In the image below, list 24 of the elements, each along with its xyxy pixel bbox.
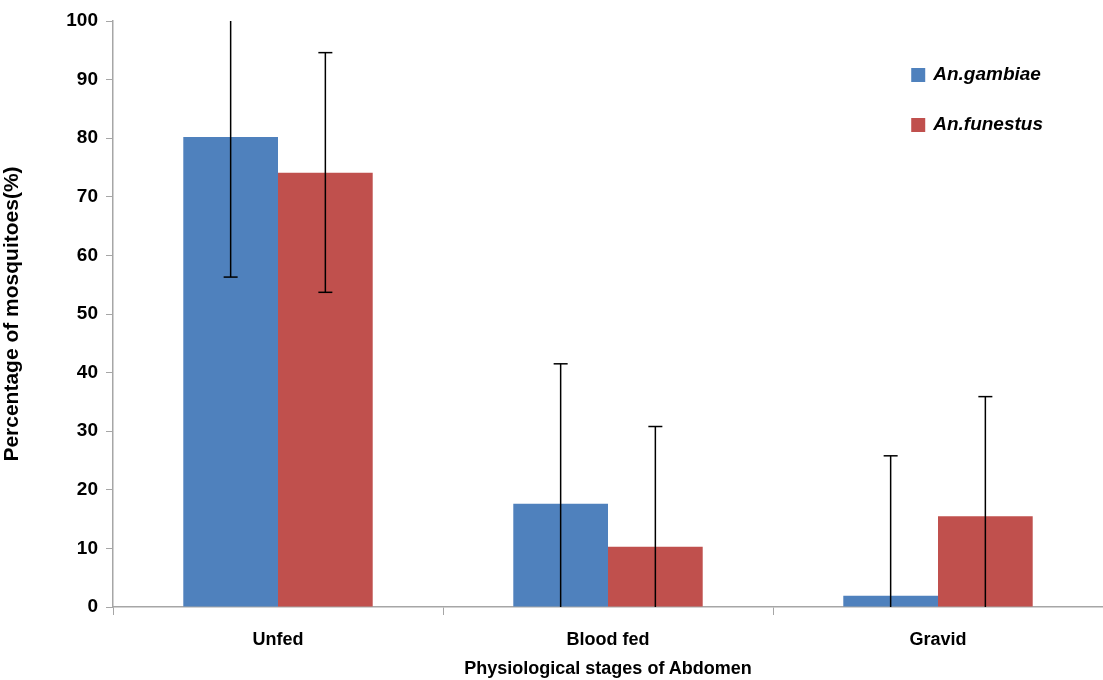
x-tick-label: Blood fed xyxy=(566,628,650,649)
bar xyxy=(938,516,1033,607)
x-tick-label: Unfed xyxy=(252,628,304,649)
y-tick-label: 100 xyxy=(66,9,98,31)
y-tick-label: 60 xyxy=(76,243,98,265)
y-tick-label: 70 xyxy=(76,185,98,207)
y-tick-label: 30 xyxy=(76,419,98,441)
x-tick-label: Gravid xyxy=(909,628,967,649)
legend-label: An.gambiae xyxy=(932,63,1042,85)
bar xyxy=(843,595,938,607)
legend-label: An.funestus xyxy=(932,113,1043,135)
y-tick-label: 90 xyxy=(76,67,98,89)
bar xyxy=(608,546,703,607)
bar xyxy=(513,503,608,607)
y-tick-label: 0 xyxy=(87,595,98,617)
y-axis-title: Percentage of mosquitoes(%) xyxy=(0,166,23,462)
x-axis-title: Physiological stages of Abdomen xyxy=(464,658,752,679)
y-tick-label: 80 xyxy=(76,126,98,148)
y-tick-label: 40 xyxy=(76,360,98,382)
bar xyxy=(183,137,278,607)
y-tick-label: 20 xyxy=(76,478,98,500)
y-tick-label: 10 xyxy=(76,536,98,558)
y-tick-label: 50 xyxy=(76,302,98,324)
bar xyxy=(278,172,373,607)
